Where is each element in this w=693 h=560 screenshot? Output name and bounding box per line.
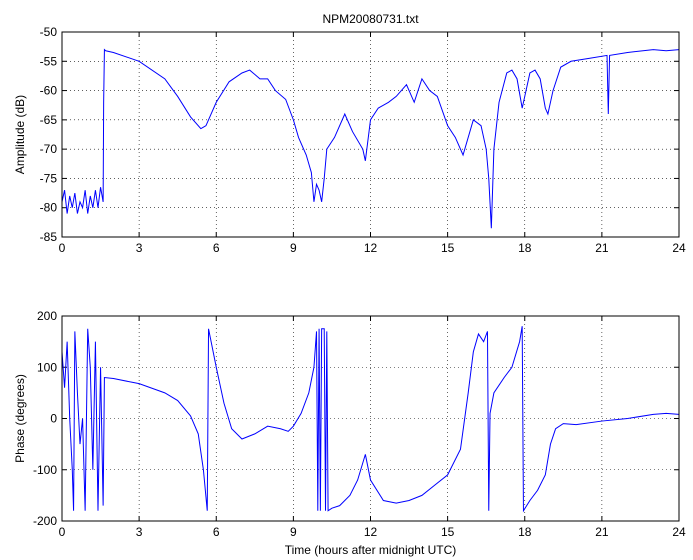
y-tick-label: -200 xyxy=(33,514,57,528)
x-tick-label: 9 xyxy=(290,525,297,539)
x-tick-label: 0 xyxy=(59,525,66,539)
y-tick-label: -60 xyxy=(40,84,58,98)
x-tick-label: 21 xyxy=(595,241,609,255)
x-axis-label: Time (hours after midnight UTC) xyxy=(285,543,457,557)
plot-area xyxy=(62,32,679,237)
y-tick-label: 100 xyxy=(37,360,57,374)
x-tick-label: 12 xyxy=(364,241,378,255)
x-tick-label: 6 xyxy=(213,525,220,539)
axes-box xyxy=(61,315,680,522)
x-tick-label: 6 xyxy=(213,241,220,255)
y-tick-label: -100 xyxy=(33,463,57,477)
y-tick-label: 0 xyxy=(50,412,57,426)
x-tick-label: 21 xyxy=(595,525,609,539)
x-tick-label: 24 xyxy=(672,241,686,255)
data-line xyxy=(61,326,680,513)
x-tick-label: 18 xyxy=(518,241,532,255)
data-line xyxy=(61,48,680,229)
x-tick-label: 15 xyxy=(441,525,455,539)
y-tick-label: -75 xyxy=(40,171,58,185)
axes-box xyxy=(61,31,680,238)
x-tick-label: 18 xyxy=(518,525,532,539)
y-tick-label: -80 xyxy=(40,201,58,215)
x-tick-label: 24 xyxy=(672,525,686,539)
y-axis-label: Phase (degrees) xyxy=(13,374,27,463)
y-tick-label: 200 xyxy=(37,309,57,323)
x-tick-label: 3 xyxy=(136,525,143,539)
x-tick-label: 12 xyxy=(364,525,378,539)
x-tick-label: 0 xyxy=(59,241,66,255)
x-tick-label: 9 xyxy=(290,241,297,255)
y-tick-label: -85 xyxy=(40,230,58,244)
y-tick-label: -50 xyxy=(40,25,58,39)
chart-title: NPM20080731.txt xyxy=(322,12,419,26)
x-tick-label: 3 xyxy=(136,241,143,255)
y-tick-label: -55 xyxy=(40,54,58,68)
x-tick-label: 15 xyxy=(441,241,455,255)
y-tick-label: -65 xyxy=(40,113,58,127)
y-axis-label: Amplitude (dB) xyxy=(13,95,27,174)
y-tick-label: -70 xyxy=(40,142,58,156)
